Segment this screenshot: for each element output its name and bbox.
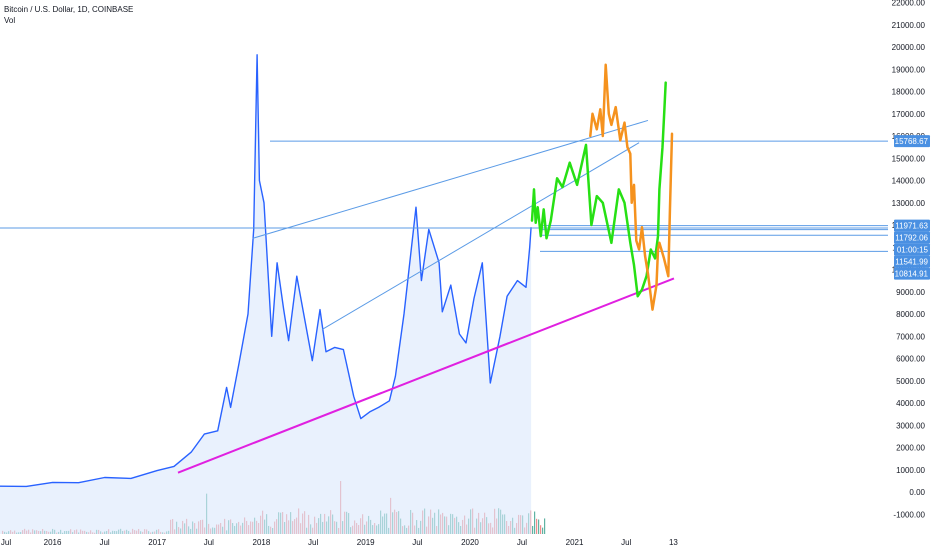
- x-tick-label: 2019: [357, 538, 375, 547]
- y-tick-label: 0.00: [909, 488, 925, 497]
- price-badge-label: 11792.06: [895, 234, 928, 243]
- y-tick-label: 3000.00: [896, 421, 925, 430]
- y-tick-label: 1000.00: [896, 466, 925, 475]
- price-badge-label: 01:00:15: [897, 246, 929, 255]
- price-badge-label: 11971.63: [895, 222, 928, 231]
- volume-bar: [540, 525, 541, 534]
- x-tick-label: Jul: [517, 538, 527, 547]
- x-tick-label: 2017: [148, 538, 166, 547]
- x-tick-label: 2020: [461, 538, 479, 547]
- y-tick-label: 5000.00: [896, 377, 925, 386]
- y-tick-label: 4000.00: [896, 399, 925, 408]
- y-tick-label: 20000.00: [892, 43, 926, 52]
- y-tick-label: 17000.00: [892, 110, 926, 119]
- y-tick-label: 6000.00: [896, 355, 925, 364]
- price-badge-label: 11541.99: [895, 258, 928, 267]
- x-tick-label: Jul: [308, 538, 318, 547]
- price-badge-label: 10814.91: [895, 270, 929, 279]
- x-tick-label: Jul: [204, 538, 214, 547]
- y-tick-label: 18000.00: [892, 88, 926, 97]
- volume-bar: [534, 512, 535, 534]
- x-tick-label: Jul: [412, 538, 422, 547]
- y-tick-label: 13000.00: [892, 199, 926, 208]
- y-tick-label: 14000.00: [892, 177, 926, 186]
- y-tick-label: 21000.00: [892, 21, 926, 30]
- y-tick-label: 2000.00: [896, 444, 925, 453]
- y-tick-label: 9000.00: [896, 288, 925, 297]
- x-tick-label: Jul: [99, 538, 109, 547]
- y-tick-label: 8000.00: [896, 310, 925, 319]
- x-tick-label: 13: [669, 538, 678, 547]
- x-tick-label: 2016: [44, 538, 62, 547]
- y-tick-label: 7000.00: [896, 332, 925, 341]
- chart-legend: Bitcoin / U.S. Dollar, 1D, COINBASE Vol: [4, 4, 133, 26]
- x-tick-label: 2021: [566, 538, 584, 547]
- x-tick-label: 2018: [253, 538, 271, 547]
- volume-bar: [538, 519, 539, 534]
- price-area-fill: [0, 55, 531, 534]
- y-tick-label: 15000.00: [892, 154, 926, 163]
- volume-bar: [544, 518, 545, 534]
- symbol-title: Bitcoin / U.S. Dollar, 1D, COINBASE: [4, 4, 133, 15]
- volume-bar: [536, 519, 537, 534]
- y-tick-label: 19000.00: [892, 65, 926, 74]
- volume-bar: [542, 528, 543, 534]
- volume-bar: [532, 526, 533, 534]
- price-badge-label: 15768.67: [895, 137, 929, 146]
- volume-label: Vol: [4, 15, 133, 26]
- y-tick-label: -1000.00: [893, 510, 925, 519]
- y-tick-label: 22000.00: [892, 0, 926, 8]
- x-tick-label: Jul: [1, 538, 11, 547]
- x-tick-label: Jul: [621, 538, 631, 547]
